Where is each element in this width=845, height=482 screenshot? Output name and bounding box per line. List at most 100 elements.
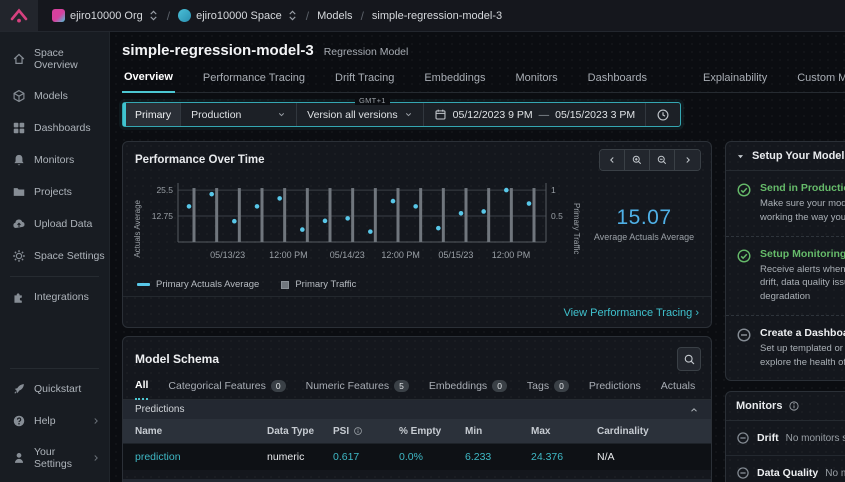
- model-schema-title: Model Schema: [135, 352, 220, 366]
- table-row-prediction[interactable]: prediction numeric 0.617 0.0% 6.233 24.3…: [123, 443, 711, 470]
- gear-icon: [12, 249, 26, 263]
- sidebar-item-upload-data[interactable]: Upload Data: [0, 208, 109, 240]
- legend-primary-traffic[interactable]: Primary Traffic: [281, 279, 356, 290]
- rocket-icon: [12, 382, 26, 396]
- schema-tab-all[interactable]: All: [135, 379, 149, 400]
- actuals-section-header[interactable]: Actuals: [123, 479, 711, 482]
- zoom-in-button[interactable]: [625, 150, 650, 170]
- org-avatar: [52, 9, 65, 22]
- sidebar-item-space-settings[interactable]: Space Settings: [0, 240, 109, 272]
- sidebar-item-quickstart[interactable]: Quickstart: [0, 373, 109, 405]
- tab-embeddings[interactable]: Embeddings: [424, 72, 486, 84]
- predictions-section-header[interactable]: Predictions: [123, 400, 711, 419]
- sidebar-item-label: Help: [34, 415, 56, 427]
- breadcrumb-separator: /: [360, 8, 364, 23]
- model-schema-card: Model Schema All Categorical Features 0 N…: [122, 336, 712, 482]
- count-badge: 0: [270, 379, 286, 392]
- count-badge: 0: [554, 379, 569, 392]
- sidebar-item-label: Quickstart: [34, 383, 82, 395]
- org-switcher-icon[interactable]: [148, 9, 159, 22]
- chart-legend: Primary Actuals Average Primary Traffic: [123, 279, 711, 296]
- pan-right-button[interactable]: [675, 150, 700, 170]
- sidebar-item-space-overview[interactable]: Space Overview: [0, 38, 109, 80]
- schema-tab-predictions[interactable]: Predictions: [588, 379, 641, 392]
- zoom-out-button[interactable]: [650, 150, 675, 170]
- svg-text:12.75: 12.75: [152, 211, 174, 221]
- sidebar-item-help[interactable]: Help: [0, 405, 109, 437]
- setup-card-header[interactable]: Setup Your Model: [726, 142, 845, 171]
- bell-icon: [12, 153, 26, 167]
- pan-left-button[interactable]: [600, 150, 625, 170]
- sidebar-item-dashboards[interactable]: Dashboards: [0, 112, 109, 144]
- date-range-picker[interactable]: 05/12/2023 9 PM — 05/15/2023 3 PM: [424, 103, 647, 126]
- svg-text:12:00 PM: 12:00 PM: [492, 250, 531, 260]
- sidebar-item-monitors[interactable]: Monitors: [0, 144, 109, 176]
- minus-circle-icon: [736, 431, 750, 445]
- sidebar-divider: [10, 368, 99, 369]
- environment-select[interactable]: Production: [181, 103, 298, 126]
- breadcrumb-separator: /: [305, 8, 310, 23]
- svg-text:05/15/23: 05/15/23: [438, 250, 473, 260]
- tab-explainability[interactable]: Explainability: [703, 72, 768, 84]
- schema-search-button[interactable]: [677, 347, 701, 371]
- svg-text:0.5: 0.5: [551, 211, 563, 221]
- schema-tab-categorical-features[interactable]: Categorical Features 0: [168, 379, 286, 399]
- tab-drift-tracing[interactable]: Drift Tracing: [335, 72, 395, 84]
- tab-monitors[interactable]: Monitors: [515, 72, 558, 84]
- space-switcher-icon[interactable]: [287, 9, 298, 22]
- sidebar-item-your-settings[interactable]: Your Settings: [0, 437, 109, 482]
- chevron-right-icon: [91, 416, 101, 426]
- tab-overview[interactable]: Overview: [122, 71, 175, 93]
- monitor-row-data-quality[interactable]: Data Quality No monitors set up: [726, 456, 845, 482]
- chart-toolbar: [599, 149, 701, 171]
- schema-tab-embeddings[interactable]: Embeddings 0: [429, 379, 507, 399]
- folder-icon: [12, 185, 26, 199]
- time-history-button[interactable]: [646, 103, 680, 126]
- setup-item-setup-monitoring[interactable]: Setup Monitoring Receive alerts when you…: [726, 237, 845, 316]
- setup-item-send-production-data[interactable]: Send in Production Data Make sure your m…: [726, 171, 845, 237]
- arize-logo[interactable]: [0, 0, 38, 31]
- sidebar-item-label: Dashboards: [34, 122, 91, 134]
- chevron-up-icon: [689, 405, 699, 415]
- monitors-card: Monitors Drift No monitors set up Data Q…: [725, 391, 845, 482]
- predictions-column-headers: Name Data Type PSI % Empty Min Max Cardi…: [123, 419, 711, 443]
- info-icon[interactable]: [353, 426, 363, 436]
- performance-chart[interactable]: 25.5 1 12.75 0.5 05/13/23 12:00 PM 05/14/23 12:…: [144, 178, 570, 274]
- breadcrumb-models[interactable]: Models: [317, 9, 353, 22]
- svg-text:05/14/23: 05/14/23: [330, 250, 365, 260]
- sidebar-item-label: Space Settings: [34, 250, 105, 262]
- sidebar-item-integrations[interactable]: Integrations: [0, 281, 109, 313]
- breadcrumb-org[interactable]: ejiro10000 Org: [52, 9, 159, 22]
- count-badge: 0: [492, 379, 507, 392]
- stat-label: Average Actuals Average: [593, 231, 695, 242]
- prediction-name-link[interactable]: prediction: [135, 451, 181, 463]
- svg-text:12:00 PM: 12:00 PM: [269, 250, 308, 260]
- tab-performance-tracing[interactable]: Performance Tracing: [202, 72, 306, 84]
- environment-label: Primary: [123, 103, 182, 126]
- version-select[interactable]: Version all versions: [297, 103, 424, 126]
- home-icon: [12, 52, 26, 66]
- info-icon[interactable]: [788, 400, 800, 412]
- puzzle-icon: [12, 290, 26, 304]
- monitor-row-drift[interactable]: Drift No monitors set up: [726, 421, 845, 457]
- legend-primary-actuals-average[interactable]: Primary Actuals Average: [137, 279, 259, 290]
- sidebar-item-models[interactable]: Models: [0, 80, 109, 112]
- schema-tab-actuals[interactable]: Actuals: [660, 379, 696, 392]
- minus-circle-icon: [736, 327, 752, 370]
- schema-tab-tags[interactable]: Tags 0: [527, 379, 569, 399]
- breadcrumb-space[interactable]: ejiro10000 Space: [178, 9, 298, 22]
- clock-icon: [656, 108, 670, 122]
- schema-tab-bar: All Categorical Features 0 Numeric Featur…: [123, 377, 711, 400]
- breadcrumb: ejiro10000 Org / ejiro10000 Space / Mode…: [38, 0, 502, 31]
- main-content: simple-regression-model-3 Regression Mod…: [110, 32, 845, 482]
- filter-bar: GMT+1 Primary Production Version all ver…: [122, 96, 682, 127]
- setup-item-create-dashboard[interactable]: Create a Dashboard Set up templated or c…: [726, 316, 845, 381]
- date-end: 05/15/2023 3 PM: [555, 108, 636, 121]
- tab-custom-metrics[interactable]: Custom Metrics: [797, 72, 845, 84]
- performance-over-time-card: Performance Over Time Actuals Average 25…: [122, 141, 712, 328]
- search-icon: [683, 353, 696, 366]
- sidebar-item-projects[interactable]: Projects: [0, 176, 109, 208]
- tab-dashboards[interactable]: Dashboards: [587, 72, 647, 84]
- schema-tab-numeric-features[interactable]: Numeric Features 5: [306, 379, 409, 399]
- view-performance-tracing-link[interactable]: View Performance Tracing ›: [563, 307, 699, 319]
